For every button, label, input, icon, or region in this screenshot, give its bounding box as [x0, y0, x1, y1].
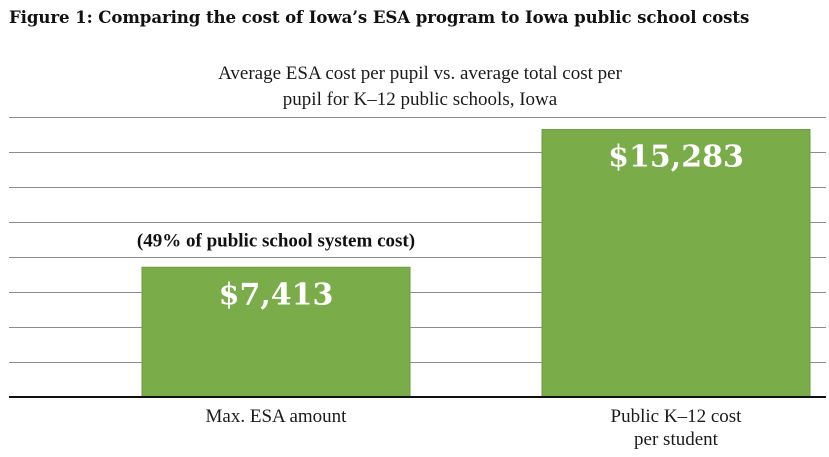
- x-tick-label-1: Max. ESA amount: [206, 406, 348, 427]
- x-tick-label-2: Public K–12 cost per student: [611, 406, 743, 450]
- chart-title-line-2: pupil for K–12 public schools, Iowa: [282, 89, 558, 110]
- data-label-1: $7,413: [219, 277, 334, 312]
- chart-title-line-1: Average ESA cost per pupil vs. average t…: [218, 63, 622, 84]
- data-label-2: $15,283: [608, 140, 744, 175]
- chart-title: Average ESA cost per pupil vs. average t…: [200, 61, 640, 113]
- figure-title: Figure 1: Comparing the cost of Iowa’s E…: [9, 7, 750, 27]
- bar-2: [541, 129, 811, 398]
- bar-1: [141, 266, 411, 398]
- annotation-1: (49% of public school system cost): [137, 230, 415, 251]
